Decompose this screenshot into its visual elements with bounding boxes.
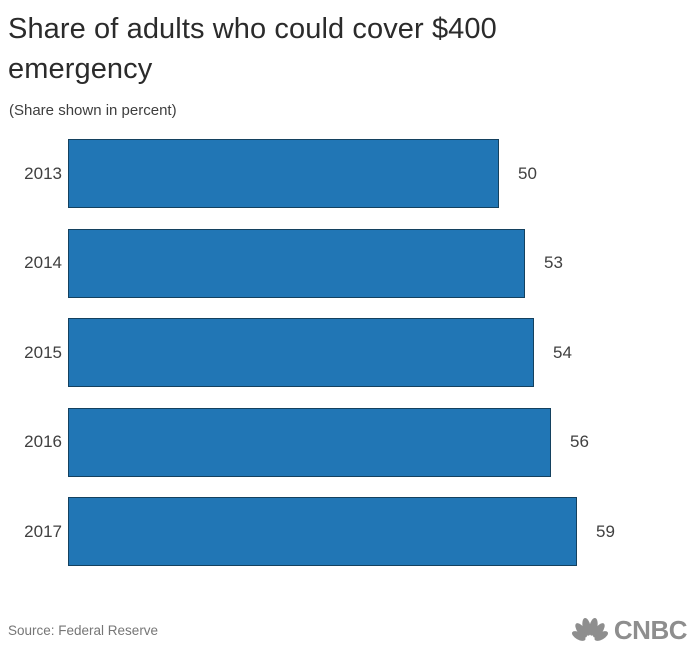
chart-title: Share of adults who could cover $400 eme… bbox=[8, 13, 497, 85]
chart-header: Share of adults who could cover $400 eme… bbox=[0, 0, 695, 119]
bar bbox=[68, 228, 525, 298]
source-note: Source: Federal Reserve bbox=[8, 623, 159, 638]
chart-row: 2017 59 bbox=[0, 487, 695, 577]
cnbc-logo: CNBC bbox=[571, 615, 688, 646]
bar bbox=[68, 407, 551, 477]
cnbc-peacock-icon bbox=[571, 618, 608, 641]
bar-chart: 2013 50 2014 53 2015 54 2016 56 2017 59 bbox=[0, 129, 695, 577]
bar bbox=[68, 318, 534, 388]
bar-value-label: 59 bbox=[596, 521, 615, 541]
chart-row: 2014 53 bbox=[0, 219, 695, 309]
bar-value-label: 54 bbox=[553, 342, 572, 362]
chart-row: 2013 50 bbox=[0, 129, 695, 219]
y-axis-tick-label: 2016 bbox=[24, 432, 62, 452]
y-axis-tick-label: 2017 bbox=[24, 521, 62, 541]
chart-footer: Source: Federal Reserve CNBC bbox=[0, 615, 695, 646]
bar-value-label: 56 bbox=[570, 432, 589, 452]
bar bbox=[68, 139, 499, 209]
chart-row: 2016 56 bbox=[0, 398, 695, 488]
bar-value-label: 53 bbox=[544, 253, 563, 273]
cnbc-logo-text: CNBC bbox=[613, 615, 688, 645]
chart-subtitle: (Share shown in percent) bbox=[9, 102, 177, 119]
y-axis-tick-label: 2013 bbox=[24, 163, 62, 183]
bar bbox=[68, 497, 577, 567]
y-axis-tick-label: 2014 bbox=[24, 253, 62, 273]
y-axis-tick-label: 2015 bbox=[24, 342, 62, 362]
bar-value-label: 50 bbox=[518, 163, 537, 183]
chart-row: 2015 54 bbox=[0, 308, 695, 398]
